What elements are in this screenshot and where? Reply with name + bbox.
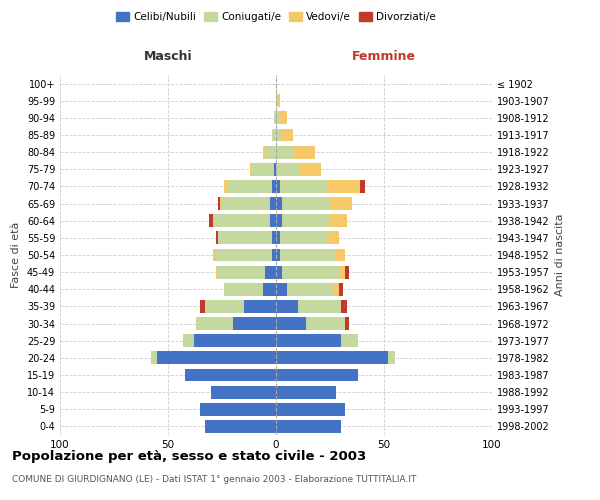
Bar <box>283 197 330 210</box>
Bar <box>280 180 328 193</box>
Bar <box>334 283 338 296</box>
Bar <box>328 180 360 193</box>
Bar <box>280 248 337 262</box>
Bar <box>263 283 276 296</box>
Bar <box>214 214 269 227</box>
Bar <box>233 317 276 330</box>
Bar <box>276 214 283 227</box>
Bar <box>276 352 388 364</box>
Bar <box>337 248 345 262</box>
Bar <box>194 334 276 347</box>
Bar <box>330 197 352 210</box>
Bar <box>157 352 276 364</box>
Bar <box>276 266 283 278</box>
Bar <box>283 266 338 278</box>
Bar <box>276 283 287 296</box>
Bar <box>274 112 276 124</box>
Bar <box>200 403 276 415</box>
Bar <box>205 420 276 433</box>
Y-axis label: Fasce di età: Fasce di età <box>11 222 21 288</box>
Bar <box>220 197 222 210</box>
Bar <box>211 386 276 398</box>
Bar <box>330 214 347 227</box>
Bar <box>276 112 280 124</box>
Bar <box>272 248 276 262</box>
Bar <box>298 300 341 313</box>
Bar <box>183 334 194 347</box>
Bar <box>341 334 358 347</box>
Bar <box>272 232 276 244</box>
Bar <box>276 94 278 107</box>
Bar <box>293 146 315 158</box>
Bar <box>276 368 358 382</box>
Bar <box>274 163 276 175</box>
Bar <box>276 386 337 398</box>
Bar <box>209 214 214 227</box>
Text: COMUNE DI GIURDIGNANO (LE) - Dati ISTAT 1° gennaio 2003 - Elaborazione TUTTITALI: COMUNE DI GIURDIGNANO (LE) - Dati ISTAT … <box>12 475 416 484</box>
Bar <box>276 128 283 141</box>
Bar <box>278 94 280 107</box>
Bar <box>287 283 334 296</box>
Text: Popolazione per età, sesso e stato civile - 2003: Popolazione per età, sesso e stato civil… <box>12 450 366 463</box>
Bar <box>250 163 252 175</box>
Bar <box>215 232 218 244</box>
Bar <box>222 197 269 210</box>
Bar <box>345 266 349 278</box>
Bar <box>276 163 300 175</box>
Bar <box>280 112 287 124</box>
Bar <box>280 232 328 244</box>
Bar <box>276 420 341 433</box>
Bar <box>272 180 276 193</box>
Bar <box>244 300 276 313</box>
Bar <box>224 283 263 296</box>
Text: Femmine: Femmine <box>352 50 416 63</box>
Bar <box>276 300 298 313</box>
Bar <box>388 352 395 364</box>
Bar <box>306 317 345 330</box>
Bar <box>218 266 265 278</box>
Bar <box>276 232 280 244</box>
Bar <box>214 248 215 262</box>
Bar <box>151 352 157 364</box>
Bar <box>215 248 272 262</box>
Bar <box>265 146 276 158</box>
Bar <box>252 163 274 175</box>
Bar <box>276 197 283 210</box>
Bar <box>263 146 265 158</box>
Bar <box>218 232 272 244</box>
Bar <box>276 317 306 330</box>
Bar <box>338 266 345 278</box>
Text: Maschi: Maschi <box>143 50 193 63</box>
Bar <box>215 266 218 278</box>
Bar <box>360 180 365 193</box>
Bar <box>205 300 244 313</box>
Bar <box>341 300 347 313</box>
Bar <box>269 197 276 210</box>
Bar <box>218 197 220 210</box>
Bar <box>229 180 272 193</box>
Bar <box>338 283 343 296</box>
Bar <box>328 232 338 244</box>
Bar <box>200 300 205 313</box>
Bar <box>345 317 349 330</box>
Bar <box>283 214 330 227</box>
Bar <box>276 403 345 415</box>
Y-axis label: Anni di nascita: Anni di nascita <box>555 214 565 296</box>
Bar <box>224 180 229 193</box>
Bar <box>276 334 341 347</box>
Bar <box>276 248 280 262</box>
Bar <box>276 180 280 193</box>
Bar <box>272 128 276 141</box>
Bar <box>185 368 276 382</box>
Bar <box>196 317 233 330</box>
Bar <box>269 214 276 227</box>
Bar <box>300 163 322 175</box>
Bar <box>265 266 276 278</box>
Legend: Celibi/Nubili, Coniugati/e, Vedovi/e, Divorziati/e: Celibi/Nubili, Coniugati/e, Vedovi/e, Di… <box>112 8 440 26</box>
Bar <box>276 146 293 158</box>
Bar <box>283 128 293 141</box>
